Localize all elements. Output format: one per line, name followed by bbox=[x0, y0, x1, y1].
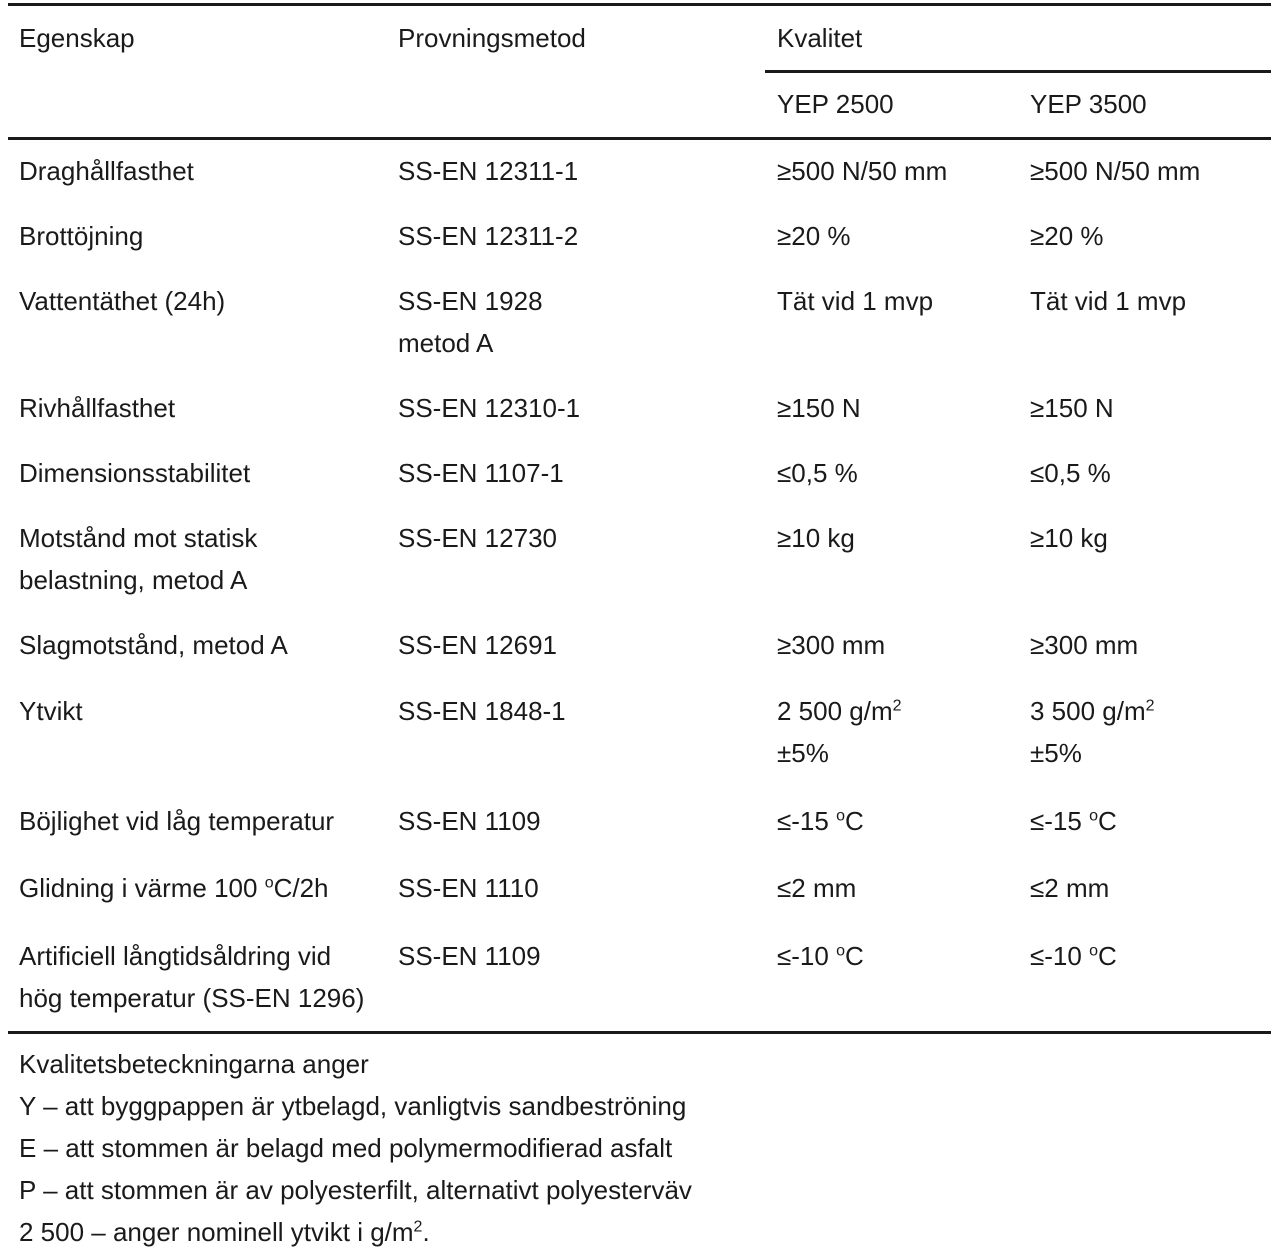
row-glidning-yep2500: ≤2 mm bbox=[777, 873, 857, 903]
quality-rule bbox=[765, 70, 1271, 73]
notes-intro: Kvalitetsbeteckningarna anger bbox=[19, 1049, 369, 1079]
row-draghallfasthet-yep3500: ≥500 N/50 mm bbox=[1030, 156, 1201, 186]
row-rivhallfasthet-yep3500: ≥150 N bbox=[1030, 393, 1114, 423]
row-brottojning-method: SS-EN 12311-2 bbox=[398, 221, 579, 251]
row-glidning-yep3500: ≤2 mm bbox=[1030, 873, 1110, 903]
row-aldring-yep3500: ≤-10 oC bbox=[1030, 941, 1117, 971]
row-brottojning-property: Brottöjning bbox=[19, 221, 144, 251]
header-property: Egenskap bbox=[19, 23, 135, 53]
value-line: 3 500 g/m2 bbox=[1030, 696, 1155, 726]
header-quality: Kvalitet bbox=[777, 23, 863, 53]
row-brottojning-yep2500: ≥20 % bbox=[777, 221, 851, 251]
notes-line-weight: 2 500 – anger nominell ytvikt i g/m2. bbox=[19, 1217, 430, 1247]
row-rivhallfasthet-property: Rivhållfasthet bbox=[19, 393, 176, 423]
header-bottom-rule bbox=[8, 137, 1271, 140]
row-motstand-method: SS-EN 12730 bbox=[398, 523, 557, 553]
row-ytvikt-yep2500: 2 500 g/m2 ±5% bbox=[777, 690, 902, 774]
row-glidning-property: Glidning i värme 100 oC/2h bbox=[19, 873, 329, 903]
row-ytvikt-method: SS-EN 1848-1 bbox=[398, 696, 566, 726]
row-rivhallfasthet-yep2500: ≥150 N bbox=[777, 393, 861, 423]
value-line: ±5% bbox=[1030, 738, 1082, 768]
property-line: Artificiell långtidsåldring vid bbox=[19, 941, 332, 971]
row-vattentathet-property: Vattentäthet (24h) bbox=[19, 286, 226, 316]
row-vattentathet-method: SS-EN 1928 metod A bbox=[398, 280, 543, 364]
row-slagmotstand-method: SS-EN 12691 bbox=[398, 630, 557, 660]
table-bottom-rule bbox=[8, 1031, 1271, 1034]
value-line: ±5% bbox=[777, 738, 829, 768]
row-vattentathet-yep3500: Tät vid 1 mvp bbox=[1030, 286, 1187, 316]
row-motstand-property: Motstånd mot statisk belastning, metod A bbox=[19, 517, 257, 601]
row-bojlighet-property: Böjlighet vid låg temperatur bbox=[19, 806, 335, 836]
row-draghallfasthet-property: Draghållfasthet bbox=[19, 156, 194, 186]
row-aldring-property: Artificiell långtidsåldring vid hög temp… bbox=[19, 935, 364, 1019]
row-slagmotstand-yep3500: ≥300 mm bbox=[1030, 630, 1139, 660]
row-dimensionsstabilitet-method: SS-EN 1107-1 bbox=[398, 458, 564, 488]
row-ytvikt-yep3500: 3 500 g/m2 ±5% bbox=[1030, 690, 1155, 774]
top-rule bbox=[8, 3, 1271, 6]
row-rivhallfasthet-method: SS-EN 12310-1 bbox=[398, 393, 581, 423]
row-bojlighet-yep2500: ≤-15 oC bbox=[777, 806, 864, 836]
row-draghallfasthet-yep2500: ≥500 N/50 mm bbox=[777, 156, 948, 186]
row-slagmotstand-property: Slagmotstånd, metod A bbox=[19, 630, 288, 660]
property-line: Motstånd mot statisk bbox=[19, 523, 258, 553]
property-line: belastning, metod A bbox=[19, 565, 248, 595]
notes-line-p: P – att stommen är av polyesterfilt, alt… bbox=[19, 1175, 692, 1205]
method-line: SS-EN 1928 bbox=[398, 286, 543, 316]
notes-line-e: E – att stommen är belagd med polymermod… bbox=[19, 1133, 673, 1163]
header-yep3500: YEP 3500 bbox=[1030, 89, 1147, 119]
row-aldring-yep2500: ≤-10 oC bbox=[777, 941, 864, 971]
header-yep2500: YEP 2500 bbox=[777, 89, 894, 119]
header-method: Provningsmetod bbox=[398, 23, 586, 53]
row-slagmotstand-yep2500: ≥300 mm bbox=[777, 630, 886, 660]
row-aldring-method: SS-EN 1109 bbox=[398, 941, 541, 971]
row-motstand-yep2500: ≥10 kg bbox=[777, 523, 855, 553]
property-line: hög temperatur (SS-EN 1296) bbox=[19, 983, 365, 1013]
row-bojlighet-method: SS-EN 1109 bbox=[398, 806, 541, 836]
method-line: metod A bbox=[398, 328, 494, 358]
row-dimensionsstabilitet-yep2500: ≤0,5 % bbox=[777, 458, 858, 488]
notes-line-y: Y – att byggpappen är ytbelagd, vanligtv… bbox=[19, 1091, 687, 1121]
row-motstand-yep3500: ≥10 kg bbox=[1030, 523, 1108, 553]
row-dimensionsstabilitet-property: Dimensionsstabilitet bbox=[19, 458, 251, 488]
row-vattentathet-yep2500: Tät vid 1 mvp bbox=[777, 286, 934, 316]
row-brottojning-yep3500: ≥20 % bbox=[1030, 221, 1104, 251]
row-ytvikt-property: Ytvikt bbox=[19, 696, 83, 726]
row-dimensionsstabilitet-yep3500: ≤0,5 % bbox=[1030, 458, 1111, 488]
row-bojlighet-yep3500: ≤-15 oC bbox=[1030, 806, 1117, 836]
row-glidning-method: SS-EN 1110 bbox=[398, 873, 539, 903]
row-draghallfasthet-method: SS-EN 12311-1 bbox=[398, 156, 579, 186]
value-line: 2 500 g/m2 bbox=[777, 696, 902, 726]
legend-notes: Kvalitetsbeteckningarna anger Y – att by… bbox=[19, 1043, 692, 1253]
